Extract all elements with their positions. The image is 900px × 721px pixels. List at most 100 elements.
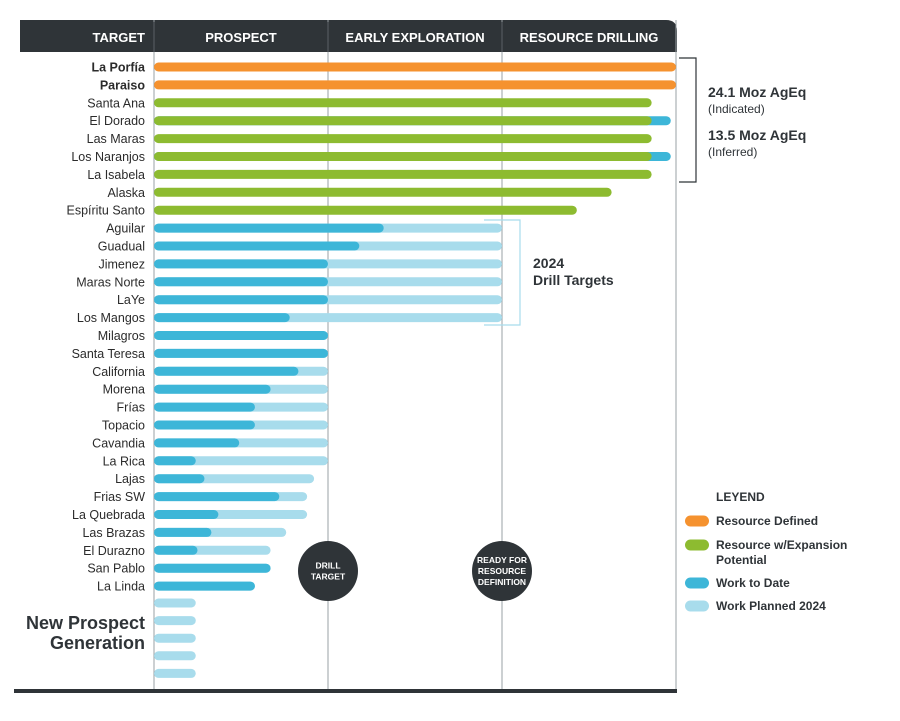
category-label: San Pablo [87, 562, 145, 576]
legend-label-work_to_date: Work to Date [716, 576, 790, 590]
bar-work-to-date [154, 384, 271, 394]
resource-sub-2: (Inferred) [708, 145, 757, 159]
bar-work-to-date [154, 331, 328, 340]
bar-work-to-date [154, 563, 271, 573]
category-label: Alaska [107, 186, 145, 200]
category-label: Las Maras [87, 132, 145, 146]
category-label: California [92, 365, 145, 379]
milestone-text: RESOURCE [478, 566, 527, 576]
category-label: Espíritu Santo [66, 204, 145, 218]
legend-label-resource_expansion-2: Potential [716, 553, 767, 567]
resource-value-2: 13.5 Moz AgEq [708, 127, 806, 143]
category-label: Guadual [98, 240, 145, 254]
bar-new-prospect [154, 616, 196, 626]
category-label: Cavandia [92, 436, 145, 450]
bar-new-prospect [154, 668, 196, 678]
bar-work-to-date [154, 420, 255, 430]
category-label: Morena [103, 383, 145, 397]
header-stage-2: EARLY EXPLORATION [345, 30, 484, 45]
bar-work-to-date [154, 295, 328, 305]
legend-title: LEYEND [716, 490, 765, 504]
header-stage-3: RESOURCE DRILLING [520, 30, 659, 45]
bar-work-to-date [154, 313, 290, 323]
milestone-text: DEFINITION [478, 577, 526, 587]
category-label: Frias SW [94, 490, 146, 504]
bar-work-to-date [154, 223, 384, 233]
bar-resource-expansion [154, 116, 652, 126]
category-label: Lajas [115, 472, 145, 486]
new-prospect-label-line1: New Prospect [26, 613, 145, 633]
category-label: Milagros [98, 329, 145, 343]
bottom-rule [14, 689, 677, 693]
legend-label-work_planned: Work Planned 2024 [716, 599, 826, 613]
category-label: La Isabela [87, 168, 145, 182]
bar-resource-expansion [154, 152, 652, 161]
legend-label-resource_defined: Resource Defined [716, 514, 818, 528]
drill-targets-line2: Drill Targets [533, 272, 614, 288]
category-label: Frías [117, 401, 145, 415]
bar-work-planned [154, 456, 328, 466]
milestone-text: TARGET [311, 572, 346, 582]
drill-targets-bracket [484, 219, 521, 326]
category-label: Los Naranjos [71, 150, 145, 164]
milestone-circle-1 [298, 541, 358, 601]
category-label: Paraiso [100, 78, 146, 92]
category-label: Jimenez [98, 257, 145, 271]
category-label: Santa Ana [87, 96, 145, 110]
bar-work-to-date [154, 259, 328, 269]
bar-work-to-date [154, 456, 196, 466]
category-label: Las Brazas [82, 526, 145, 540]
bar-work-to-date [154, 348, 328, 358]
bar-new-prospect [154, 598, 196, 608]
category-label: Maras Norte [76, 275, 145, 289]
bar-work-to-date [154, 581, 255, 591]
bar-work-to-date [154, 510, 219, 519]
bar-work-to-date [154, 527, 212, 537]
bar-resource-defined [154, 80, 676, 90]
bar-resource-expansion [154, 205, 577, 215]
bar-work-to-date [154, 241, 360, 251]
bar-resource-expansion [154, 98, 652, 108]
bar-resource-expansion [154, 169, 652, 179]
bar-work-to-date [154, 492, 280, 502]
bar-work-to-date [154, 277, 328, 287]
milestone-text: DRILL [315, 561, 340, 571]
bar-resource-expansion [154, 187, 612, 197]
category-label: LaYe [117, 293, 145, 307]
header-stage-1: PROSPECT [205, 30, 277, 45]
category-label: Topacio [102, 419, 145, 433]
header-band [20, 20, 677, 52]
legend-swatch-resource_expansion [685, 539, 709, 551]
category-label: Aguilar [106, 222, 145, 236]
category-label: La Linda [97, 580, 145, 594]
legend-swatch-work_planned [685, 600, 709, 612]
category-label: El Durazno [83, 544, 145, 558]
milestone-circle-2 [472, 541, 532, 601]
category-label: Santa Teresa [72, 347, 145, 361]
bar-work-to-date [154, 366, 299, 376]
legend-swatch-work_to_date [685, 577, 709, 589]
bar-resource-defined [154, 62, 676, 72]
drill-targets-line1: 2024 [533, 255, 564, 271]
resource-sub-1: (Indicated) [708, 102, 765, 116]
bar-new-prospect [154, 633, 196, 643]
category-label: El Dorado [89, 114, 145, 128]
bar-work-to-date [154, 402, 255, 412]
milestone-text: READY FOR [477, 555, 527, 565]
resource-value-1: 24.1 Moz AgEq [708, 84, 806, 100]
new-prospect-label-line2: Generation [50, 633, 145, 653]
bar-resource-expansion [154, 134, 652, 144]
resource-bracket [679, 57, 697, 183]
category-label: La Quebrada [72, 508, 145, 522]
category-label: La Rica [103, 454, 145, 468]
category-label: La Porfía [92, 61, 147, 75]
category-label: Los Mangos [77, 311, 145, 325]
bar-work-to-date [154, 474, 205, 484]
legend-label-resource_expansion: Resource w/Expansion [716, 538, 847, 552]
bar-work-to-date [154, 545, 198, 555]
bar-work-to-date [154, 438, 240, 448]
legend-swatch-resource_defined [685, 515, 709, 527]
bar-new-prospect [154, 651, 196, 661]
header-target: TARGET [93, 30, 146, 45]
